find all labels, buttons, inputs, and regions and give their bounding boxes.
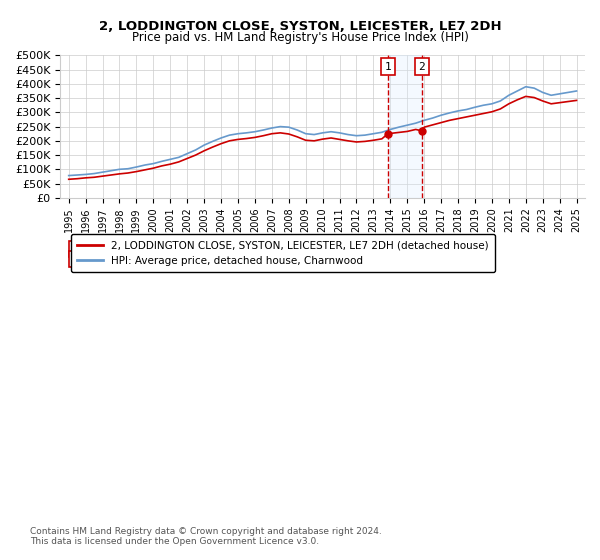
Text: £224,995: £224,995	[281, 244, 335, 254]
Text: 2, LODDINGTON CLOSE, SYSTON, LEICESTER, LE7 2DH: 2, LODDINGTON CLOSE, SYSTON, LEICESTER, …	[98, 20, 502, 32]
Text: 16% ↓ HPI: 16% ↓ HPI	[396, 254, 457, 264]
Text: 2: 2	[418, 62, 425, 72]
Bar	[388, 55, 422, 198]
Text: 10% ↓ HPI: 10% ↓ HPI	[396, 244, 457, 254]
Text: 1: 1	[73, 244, 79, 254]
Text: 2: 2	[73, 254, 79, 264]
Text: 09-NOV-2015: 09-NOV-2015	[123, 254, 197, 264]
Text: £235,000: £235,000	[281, 254, 335, 264]
Legend: 2, LODDINGTON CLOSE, SYSTON, LEICESTER, LE7 2DH (detached house), HPI: Average p: 2, LODDINGTON CLOSE, SYSTON, LEICESTER, …	[71, 234, 495, 272]
Text: Price paid vs. HM Land Registry's House Price Index (HPI): Price paid vs. HM Land Registry's House …	[131, 31, 469, 44]
Text: 1: 1	[385, 62, 391, 72]
Text: 11-NOV-2013: 11-NOV-2013	[123, 244, 197, 254]
Text: Contains HM Land Registry data © Crown copyright and database right 2024.
This d: Contains HM Land Registry data © Crown c…	[30, 526, 382, 546]
